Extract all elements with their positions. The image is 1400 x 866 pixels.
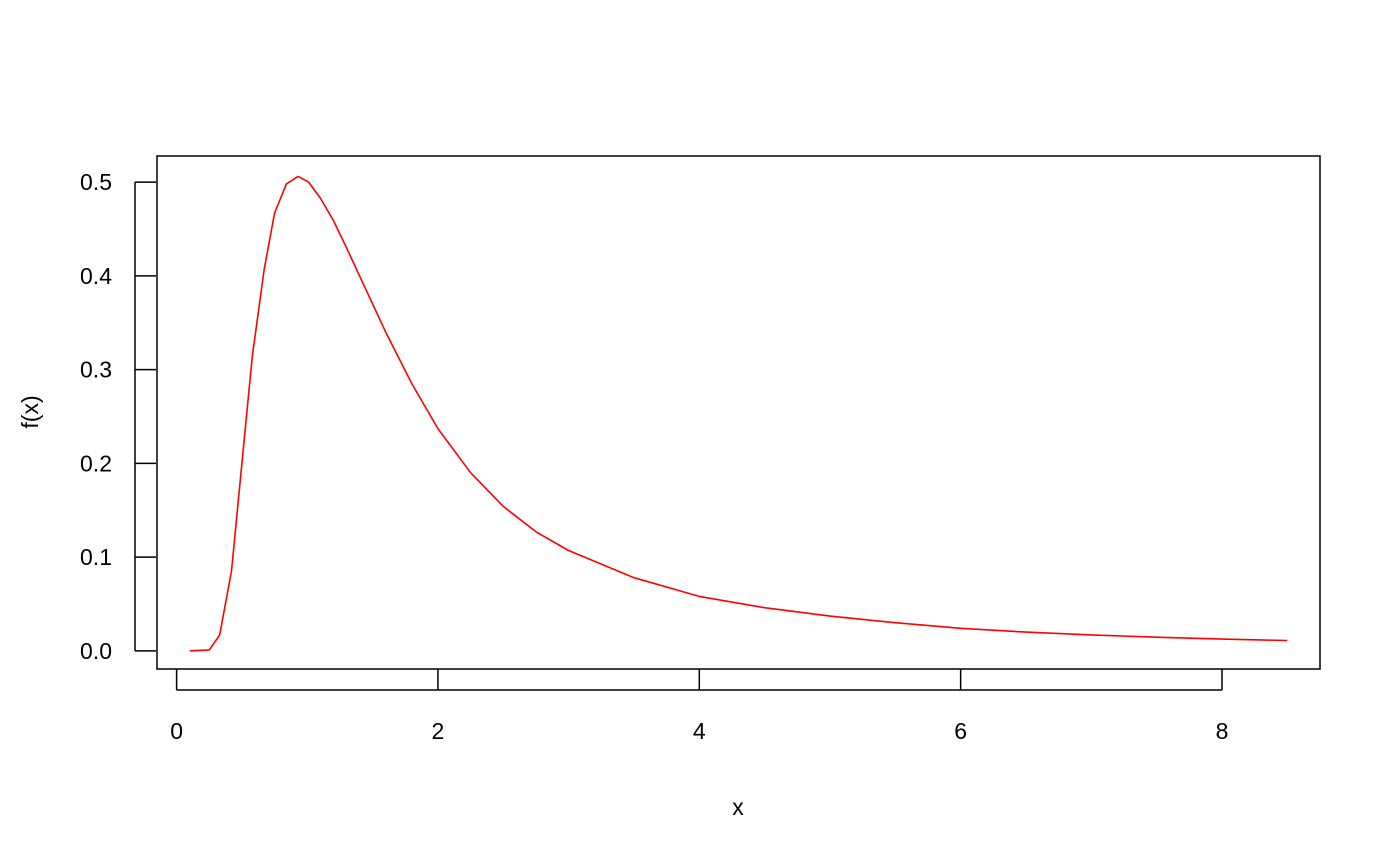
series-layer <box>189 175 1288 652</box>
y-tick-label: 0.0 <box>80 638 112 664</box>
y-tick-label: 0.5 <box>80 169 112 195</box>
y-tick-label: 0.3 <box>80 357 112 383</box>
x-axis: 0 2 4 6 8 <box>170 669 1228 744</box>
density-curve <box>189 175 1288 652</box>
x-tick-label: 4 <box>693 718 706 744</box>
y-axis-label: f(x) <box>17 395 43 428</box>
x-tick-label: 8 <box>1216 718 1229 744</box>
plot-frame <box>156 155 1321 670</box>
x-tick-label: 2 <box>432 718 445 744</box>
x-tick-label: 6 <box>954 718 967 744</box>
y-tick-label: 0.1 <box>80 544 112 570</box>
x-tick-label: 0 <box>170 718 183 744</box>
y-tick-label: 0.4 <box>80 263 112 289</box>
y-axis: 0.0 0.1 0.2 0.3 0.4 0.5 <box>80 169 156 664</box>
y-tick-label: 0.2 <box>80 450 112 476</box>
x-axis-label: x <box>732 794 744 820</box>
